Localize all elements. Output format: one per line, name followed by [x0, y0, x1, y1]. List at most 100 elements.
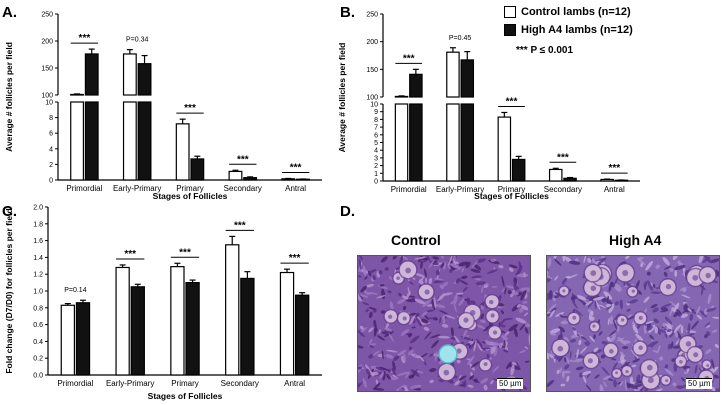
- bar-high: [243, 177, 258, 181]
- significance-marker: ***: [403, 53, 415, 64]
- bar-high: [240, 277, 255, 376]
- y-tick-label: 0.8: [33, 305, 43, 312]
- y-tick-label: 250: [41, 12, 53, 19]
- bar-control: [60, 304, 76, 376]
- x-tick-label: Primary: [171, 379, 199, 388]
- x-tick-label: Secondary: [224, 184, 262, 193]
- y-tick-label: 150: [366, 67, 378, 74]
- y-tick-label: 2: [49, 162, 53, 169]
- panel-label-a: A.: [2, 4, 17, 21]
- significance-marker: ***: [557, 152, 569, 163]
- chart-c: 0.0 0.2 0.4 0.6 0.8 1.0 1.2 1.4 1.6 1.8 2.0 P=0.14 P…: [4, 205, 322, 401]
- x-tick-label: Secondary: [544, 185, 582, 194]
- bar-high-lower: [137, 101, 152, 181]
- y-tick-label: 10: [45, 100, 53, 107]
- y-tick-label: 1.2: [33, 272, 43, 279]
- x-axis-label: Stages of Follicles: [153, 191, 228, 201]
- y-tick-label: 1: [374, 171, 378, 178]
- p-value-label: P=0.45: [449, 35, 471, 42]
- significance-marker: ***: [179, 247, 191, 258]
- p-value-label: P=0.14: [64, 287, 86, 294]
- panel-label-c: C.: [2, 203, 17, 220]
- y-tick-label: 2: [374, 163, 378, 170]
- y-axis-label: Average # follicles per field: [4, 42, 14, 152]
- image-title-control: Control: [391, 232, 441, 248]
- p-value-label: P=0.34: [126, 37, 148, 44]
- y-tick-label: 150: [41, 66, 53, 73]
- bar-high: [190, 158, 205, 181]
- x-tick-label: Primordial: [57, 379, 93, 388]
- y-tick-label: 0: [374, 179, 378, 186]
- x-tick-label: Antral: [285, 184, 306, 193]
- y-tick-label: 0.0: [33, 373, 43, 380]
- x-tick-label: Early-Primary: [113, 184, 161, 193]
- significance-marker: ***: [290, 162, 302, 173]
- legend-item-control: Control lambs (n=12): [504, 3, 633, 21]
- y-tick-label: 0.4: [33, 339, 43, 346]
- legend: Control lambs (n=12) High A4 lambs (n=12…: [504, 3, 633, 39]
- bar-high-upper: [137, 63, 152, 96]
- y-tick-label: 200: [366, 39, 378, 46]
- legend-label-control: Control lambs (n=12): [521, 6, 631, 18]
- bar-high: [295, 294, 310, 376]
- significance-marker: ***: [184, 103, 196, 114]
- x-tick-label: Primary: [176, 184, 204, 193]
- significance-marker: ***: [237, 154, 249, 165]
- x-axis-label: Stages of Follicles: [474, 191, 549, 201]
- y-tick-label: 5: [374, 140, 378, 147]
- histology-control-image: [357, 255, 531, 392]
- legend-swatch-high: [504, 24, 516, 36]
- y-tick-label: 250: [366, 12, 378, 19]
- x-tick-label: Secondary: [221, 379, 259, 388]
- y-tick-label: 1.4: [33, 255, 43, 262]
- histology-high-image: [546, 255, 720, 392]
- bar-high-lower: [409, 103, 423, 182]
- bar-control: [225, 244, 240, 376]
- y-tick-label: 1.6: [33, 238, 43, 245]
- panel-label-d: D.: [340, 203, 355, 220]
- bar-high: [563, 177, 577, 182]
- bar-high: [130, 286, 145, 376]
- y-tick-label: 9: [374, 109, 378, 116]
- y-tick-label: 100: [366, 95, 378, 102]
- image-title-high: High A4: [609, 232, 662, 248]
- bar-control-upper: [446, 51, 460, 98]
- scale-bar-high: 50 µm: [686, 378, 713, 389]
- y-tick-label: 8: [49, 115, 53, 122]
- significance-marker: ***: [506, 96, 518, 107]
- bar-high: [75, 302, 91, 376]
- y-tick-label: 6: [49, 131, 53, 138]
- x-tick-label: Primordial: [66, 184, 102, 193]
- bar-high-upper: [409, 73, 423, 98]
- significance-marker: ***: [79, 33, 91, 44]
- bar-control: [228, 170, 243, 181]
- legend-item-high: High A4 lambs (n=12): [504, 21, 633, 39]
- bar-high-lower: [460, 103, 475, 182]
- bar-control: [279, 271, 295, 376]
- legend-swatch-control: [504, 6, 516, 18]
- bar-control: [497, 116, 512, 182]
- x-tick-label: Antral: [284, 379, 305, 388]
- y-tick-label: 4: [374, 148, 378, 155]
- y-tick-label: 2.0: [33, 205, 43, 212]
- y-tick-label: 200: [41, 39, 53, 46]
- bar-high-upper: [84, 53, 99, 96]
- bar-high-lower: [84, 101, 99, 181]
- bar-control-upper: [122, 53, 137, 96]
- bar-control-upper: [394, 95, 409, 98]
- y-tick-label: 0.6: [33, 322, 43, 329]
- significance-marker: ***: [234, 220, 246, 231]
- bar-control: [548, 168, 563, 182]
- y-tick-label: 3: [374, 155, 378, 162]
- y-tick-label: 10: [370, 102, 378, 109]
- y-tick-label: 6: [374, 132, 378, 139]
- panel-label-b: B.: [340, 4, 355, 21]
- legend-label-high: High A4 lambs (n=12): [521, 24, 633, 36]
- bar-control: [170, 266, 185, 376]
- significance-marker: ***: [608, 163, 620, 174]
- y-axis-label: Fold change (D7/D0) for follicles per fi…: [4, 208, 14, 373]
- bar-high-upper: [460, 59, 475, 98]
